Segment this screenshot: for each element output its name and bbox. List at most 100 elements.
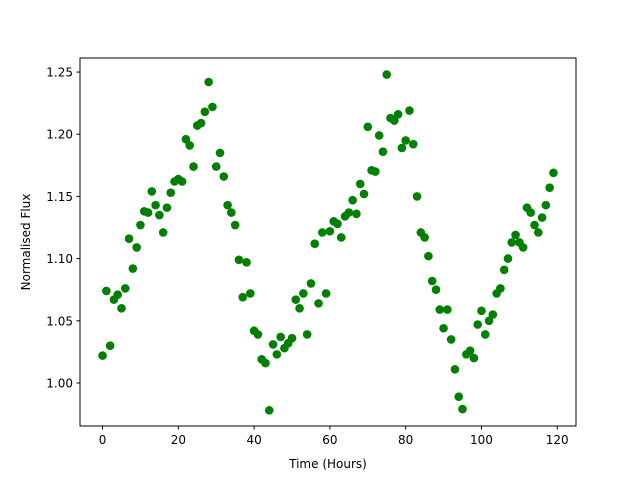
- data-point: [189, 162, 198, 171]
- data-point: [208, 102, 217, 112]
- data-point: [412, 192, 422, 201]
- data-point: [473, 320, 482, 329]
- data-point: [443, 305, 452, 314]
- data-point: [162, 203, 172, 212]
- data-point: [355, 179, 365, 189]
- data-point: [408, 139, 418, 149]
- data-point: [374, 131, 384, 140]
- data-point: [158, 228, 168, 237]
- y-tick-label: 1.25: [46, 66, 73, 80]
- y-tick-label: 1.15: [46, 190, 73, 204]
- x-axis-label: Time (Hours): [288, 457, 367, 471]
- data-point: [291, 295, 301, 304]
- data-point: [246, 289, 255, 298]
- data-point: [151, 200, 160, 210]
- data-point: [238, 292, 248, 302]
- data-point: [458, 404, 467, 414]
- data-point: [371, 167, 380, 176]
- data-point: [427, 276, 437, 286]
- y-tick-label: 1.05: [46, 314, 73, 328]
- data-point: [177, 177, 187, 186]
- data-point: [276, 332, 285, 342]
- data-point: [268, 340, 278, 349]
- axes-frame: [79, 57, 577, 427]
- data-point: [253, 330, 263, 339]
- data-point: [518, 243, 528, 252]
- data-point: [98, 351, 107, 360]
- data-point: [511, 230, 520, 240]
- data-point: [318, 228, 327, 237]
- data-point: [234, 255, 244, 265]
- data-point: [132, 243, 141, 252]
- data-point: [397, 143, 407, 153]
- data-point: [147, 187, 157, 196]
- data-point: [469, 353, 479, 363]
- x-tick-label: 20: [171, 433, 186, 447]
- data-point: [155, 210, 164, 220]
- data-point: [390, 116, 399, 125]
- data-point: [499, 265, 509, 275]
- data-point: [431, 285, 441, 294]
- data-point: [185, 141, 194, 150]
- data-point: [117, 304, 126, 313]
- data-point: [496, 284, 505, 293]
- data-point: [310, 239, 320, 248]
- data-point: [382, 70, 392, 79]
- data-point: [533, 228, 543, 237]
- data-point: [549, 168, 558, 178]
- data-point: [287, 333, 297, 343]
- data-point: [306, 279, 316, 288]
- data-point: [378, 147, 388, 156]
- data-point: [477, 306, 486, 316]
- data-point: [537, 213, 547, 222]
- x-tick-label: 120: [546, 433, 569, 447]
- x-tick-label: 60: [322, 433, 337, 447]
- data-point: [302, 330, 312, 339]
- data-point: [336, 233, 346, 242]
- data-point: [405, 106, 414, 115]
- data-point: [314, 299, 323, 308]
- data-point: [261, 358, 270, 368]
- data-point: [105, 341, 115, 350]
- x-tick-label: 40: [246, 433, 261, 447]
- data-point: [530, 220, 539, 230]
- data-point: [204, 77, 213, 87]
- data-point: [223, 200, 232, 210]
- data-point: [215, 148, 225, 158]
- data-point: [230, 220, 240, 230]
- data-point: [344, 208, 354, 217]
- data-point: [526, 208, 536, 217]
- data-point: [465, 346, 475, 355]
- data-point: [128, 264, 138, 273]
- data-point: [211, 162, 221, 171]
- data-point: [321, 289, 331, 298]
- data-point: [166, 188, 176, 197]
- data-point: [484, 316, 494, 326]
- data-point: [359, 189, 369, 199]
- data-point: [124, 234, 134, 244]
- data-point: [439, 323, 448, 333]
- data-point: [424, 251, 433, 261]
- data-point: [348, 195, 357, 205]
- x-tick-label: 0: [99, 433, 107, 447]
- data-point: [219, 172, 229, 181]
- data-point: [113, 290, 123, 299]
- data-point: [325, 226, 335, 236]
- data-point: [333, 219, 342, 229]
- data-point: [541, 200, 551, 210]
- data-point: [420, 233, 429, 242]
- data-point: [435, 305, 445, 314]
- data-point: [181, 134, 191, 144]
- data-point: [507, 238, 517, 247]
- data-point: [272, 350, 282, 359]
- data-point: [136, 220, 145, 230]
- data-point: [480, 330, 490, 339]
- data-point: [503, 254, 513, 263]
- data-point: [196, 118, 206, 128]
- data-point: [143, 208, 153, 217]
- data-point: [264, 406, 274, 415]
- y-tick-label: 1.10: [46, 252, 73, 266]
- data-point: [363, 122, 373, 132]
- data-point: [454, 392, 464, 401]
